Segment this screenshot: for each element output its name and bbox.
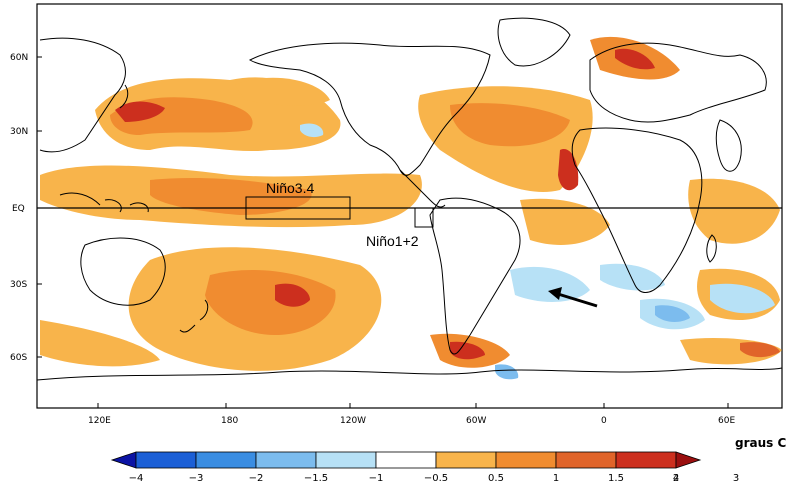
- lon-label: 60E: [718, 416, 735, 426]
- lat-label: 30S: [10, 280, 27, 290]
- colorbar-segment: [555, 451, 617, 469]
- longitude-labels: 120E 180 120W 60W 0 60E: [88, 416, 735, 426]
- madagascar-outline: [706, 234, 717, 263]
- colorbar-tick-label: 1: [553, 473, 559, 484]
- colorbar-segment: [495, 451, 557, 469]
- colorbar-tick-label: −3: [189, 473, 204, 484]
- colorbar-tick-label: 4: [673, 473, 679, 484]
- colorbar-segment: [435, 451, 497, 469]
- units-label: graus C: [735, 436, 786, 450]
- central-america-outline: [399, 169, 446, 208]
- lat-label: 60N: [10, 53, 28, 63]
- lat-label: EQ: [12, 204, 25, 214]
- nino34-box: [245, 196, 351, 220]
- europe-outline: [589, 42, 767, 123]
- colorbar-tick-label: −0.5: [424, 473, 448, 484]
- lon-label: 0: [601, 416, 607, 426]
- lon-label: 180: [221, 416, 238, 426]
- colorbar-segment: [375, 451, 437, 469]
- colorbar-segment: [255, 451, 317, 469]
- lon-ticks: [97, 403, 729, 408]
- lat-label: 30N: [10, 127, 28, 137]
- lon-label: 60W: [466, 416, 486, 426]
- lon-label: 120E: [88, 416, 111, 426]
- colorbar-segment: [195, 451, 257, 469]
- colorbar-tick-label: 1.5: [608, 473, 624, 484]
- new-zealand-outline: [179, 299, 209, 333]
- india-outline: [715, 119, 742, 172]
- greenland-outline: [497, 17, 571, 67]
- arrow-icon: [548, 287, 598, 308]
- anomaly-shading: [40, 36, 782, 380]
- colorbar-tick-label: 3: [733, 473, 739, 484]
- lon-label: 120W: [340, 416, 366, 426]
- lat-ticks: [37, 56, 42, 358]
- colorbar-segment: [110, 451, 137, 469]
- australia-outline: [80, 237, 166, 306]
- lat-label: 60S: [10, 353, 27, 363]
- colorbar-tick-label: −4: [129, 473, 144, 484]
- colorbar-segment: [315, 451, 377, 469]
- asia-outline: [39, 37, 126, 153]
- nino12-label: Niño1+2: [366, 233, 419, 249]
- latitude-labels: 60N 30N EQ 30S 60S: [10, 53, 28, 363]
- colorbar-tick-label: 2: [673, 473, 679, 484]
- colorbar-tick-label: −1.5: [304, 473, 328, 484]
- colorbar-segment: [675, 451, 702, 469]
- coastlines: [36, 17, 783, 381]
- colorbar-segment: [615, 451, 677, 469]
- maritime-continent-outline: [59, 192, 149, 213]
- nino12-box: [414, 207, 434, 228]
- colorbar-tick-label: −2: [249, 473, 264, 484]
- colorbar-tick-label: −1: [369, 473, 384, 484]
- colorbar: −4 −3 −2 −1.5 −1 −0.5 0.5 1 1.5 2 3 4: [110, 451, 739, 484]
- colorbar-segment: [135, 451, 197, 469]
- nino34-label: Niño3.4: [266, 180, 314, 196]
- north-america-outline: [248, 42, 491, 176]
- africa-outline: [571, 127, 703, 293]
- colorbar-tick-label: 0.5: [488, 473, 504, 484]
- south-america-outline: [429, 197, 521, 355]
- antarctica-outline: [36, 367, 783, 381]
- japan-outline: [119, 84, 129, 109]
